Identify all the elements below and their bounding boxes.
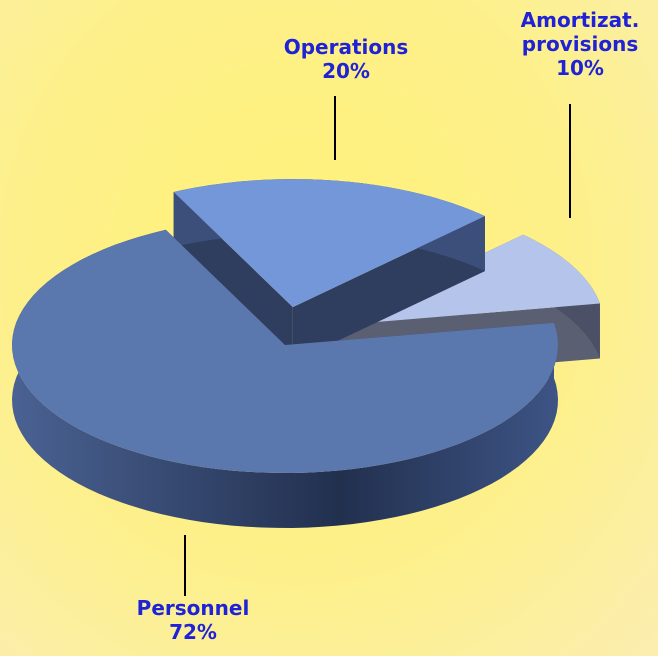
- value-label: 72%: [169, 620, 217, 644]
- slice-top: [12, 229, 558, 473]
- slice-label: Operations 20%: [256, 35, 436, 83]
- category-label: Amortizat. provisions: [520, 8, 640, 56]
- slice: [173, 179, 485, 363]
- slice-label: Personnel 72%: [103, 596, 283, 644]
- category-label: Personnel: [136, 596, 250, 620]
- value-label: 20%: [322, 59, 370, 83]
- slice: [12, 229, 558, 529]
- category-label: Operations: [283, 35, 409, 59]
- value-label: 10%: [556, 56, 604, 80]
- slice-top: [173, 179, 485, 308]
- slice-label: Amortizat. provisions 10%: [510, 8, 650, 80]
